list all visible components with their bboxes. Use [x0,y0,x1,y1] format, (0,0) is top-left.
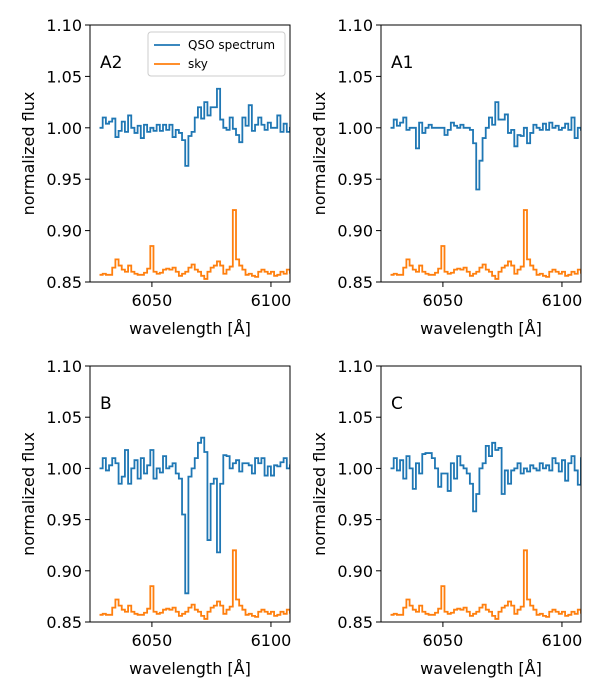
y-tick-label: 1.10 [337,357,373,376]
y-tick-label: 0.85 [46,273,82,292]
x-axis-label: wavelength [Å] [420,659,542,678]
y-tick-label: 1.00 [337,119,373,138]
y-tick-label: 1.05 [46,67,82,86]
axes-frame [89,24,291,283]
x-axis-label: wavelength [Å] [129,319,251,338]
panel-label: A1 [391,53,413,73]
legend-entry: sky [188,57,208,71]
x-tick-label: 6050 [132,291,173,310]
y-tick-label: 1.10 [46,16,82,35]
axes-frame [380,24,582,283]
x-tick-label: 6100 [542,631,583,650]
x-tick-label: 6100 [542,291,583,310]
panel-c: 0.85 0.90 0.95 1.00 1.05 1.10 6050 6100waveleng… [310,357,583,678]
y-tick-label: 0.90 [46,222,82,241]
y-tick-label: 1.05 [337,408,373,427]
y-tick-label: 1.05 [46,408,82,427]
y-axis-label: normalized flux [19,432,38,556]
y-tick-label: 1.10 [46,357,82,376]
legend: QSO spectrum sky [147,31,286,77]
sky-series-line [99,549,290,620]
y-axis-label: normalized flux [310,92,329,216]
x-tick-label: 6050 [423,291,464,310]
y-tick-label: 0.90 [46,562,82,581]
sky-series-line [99,209,290,280]
axes-frame [380,365,582,623]
panel-a1: 0.85 0.90 0.95 1.00 1.05 1.10 6050 6100waveleng… [310,16,583,338]
y-tick-label: 0.95 [46,511,82,530]
y-tick-label: 0.85 [337,273,373,292]
y-tick-label: 0.90 [337,562,373,581]
y-axis-label: normalized flux [19,92,38,216]
y-tick-label: 0.95 [46,170,82,189]
qso-series-line [390,441,581,513]
legend-box [147,31,286,77]
y-tick-label: 1.00 [46,119,82,138]
x-tick-label: 6050 [423,631,464,650]
x-axis-label: wavelength [Å] [129,659,251,678]
y-tick-label: 0.95 [337,511,373,530]
panel-a2: 0.85 0.90 0.95 1.00 1.05 1.10 6050 6100waveleng… [19,16,292,338]
y-axis-label: normalized flux [310,432,329,556]
x-tick-label: 6050 [132,631,173,650]
x-tick-label: 6100 [251,631,292,650]
panel-label: A2 [100,53,122,73]
x-axis-label: wavelength [Å] [420,319,542,338]
sky-series-line [390,549,581,620]
y-tick-label: 0.95 [337,170,373,189]
y-tick-label: 0.85 [46,613,82,632]
qso-series-line [99,87,290,167]
legend-entry: QSO spectrum [188,38,275,52]
y-tick-label: 1.00 [46,459,82,478]
qso-series-line [99,436,290,595]
y-tick-label: 1.05 [337,67,373,86]
qso-series-line [390,101,581,191]
sky-series-line [390,209,581,280]
y-tick-label: 1.00 [337,459,373,478]
y-tick-label: 0.85 [337,613,373,632]
panel-label: C [391,394,403,414]
y-tick-label: 0.90 [337,222,373,241]
panel-label: B [100,394,112,414]
x-tick-label: 6100 [251,291,292,310]
axes-frame [89,365,291,623]
y-tick-label: 1.10 [337,16,373,35]
panel-b: 0.85 0.90 0.95 1.00 1.05 1.10 6050 6100waveleng… [19,357,292,678]
